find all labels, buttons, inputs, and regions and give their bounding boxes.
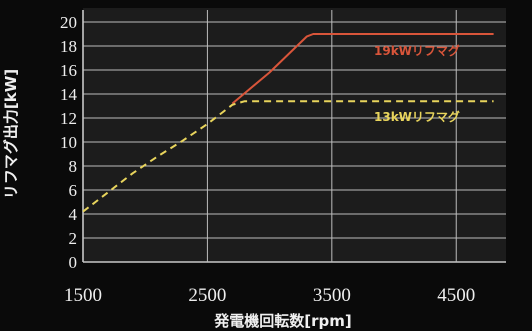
y-tick-label: 16 — [60, 61, 77, 80]
y-tick-label: 0 — [69, 253, 78, 272]
series-label-1: 19kWリフマグ — [374, 43, 460, 58]
y-tick-label: 2 — [69, 229, 78, 248]
plot-background — [83, 8, 506, 262]
y-tick-label: 20 — [60, 13, 77, 32]
series-line-1 — [231, 33, 494, 105]
x-tick-label: 1500 — [64, 285, 102, 306]
x-tick-label: 2500 — [188, 285, 226, 306]
series-label-2: 13kWリフマグ — [374, 109, 460, 124]
y-tick-label: 6 — [69, 181, 78, 200]
tick-labels: 0 2 4 6 8 10 12 14 16 18 20 1500 2500 3500 4500 — [60, 13, 475, 306]
y-tick-label: 8 — [69, 157, 78, 176]
y-axis-title: リフマグ出力[kW] — [2, 69, 20, 199]
x-tick-label: 3500 — [313, 285, 351, 306]
y-tick-label: 14 — [60, 85, 78, 104]
x-tick-label: 4500 — [437, 285, 475, 306]
grid — [82, 10, 506, 263]
series-lines — [82, 33, 494, 213]
series-line-2 — [82, 100, 494, 213]
y-tick-label: 10 — [60, 133, 77, 152]
series-labels: 19kWリフマグ 13kWリフマグ — [374, 43, 460, 124]
y-tick-label: 4 — [69, 205, 78, 224]
y-tick-label: 12 — [60, 109, 77, 128]
x-axis-title: 発電機回転数[rpm] — [213, 312, 351, 330]
y-tick-label: 18 — [60, 37, 77, 56]
